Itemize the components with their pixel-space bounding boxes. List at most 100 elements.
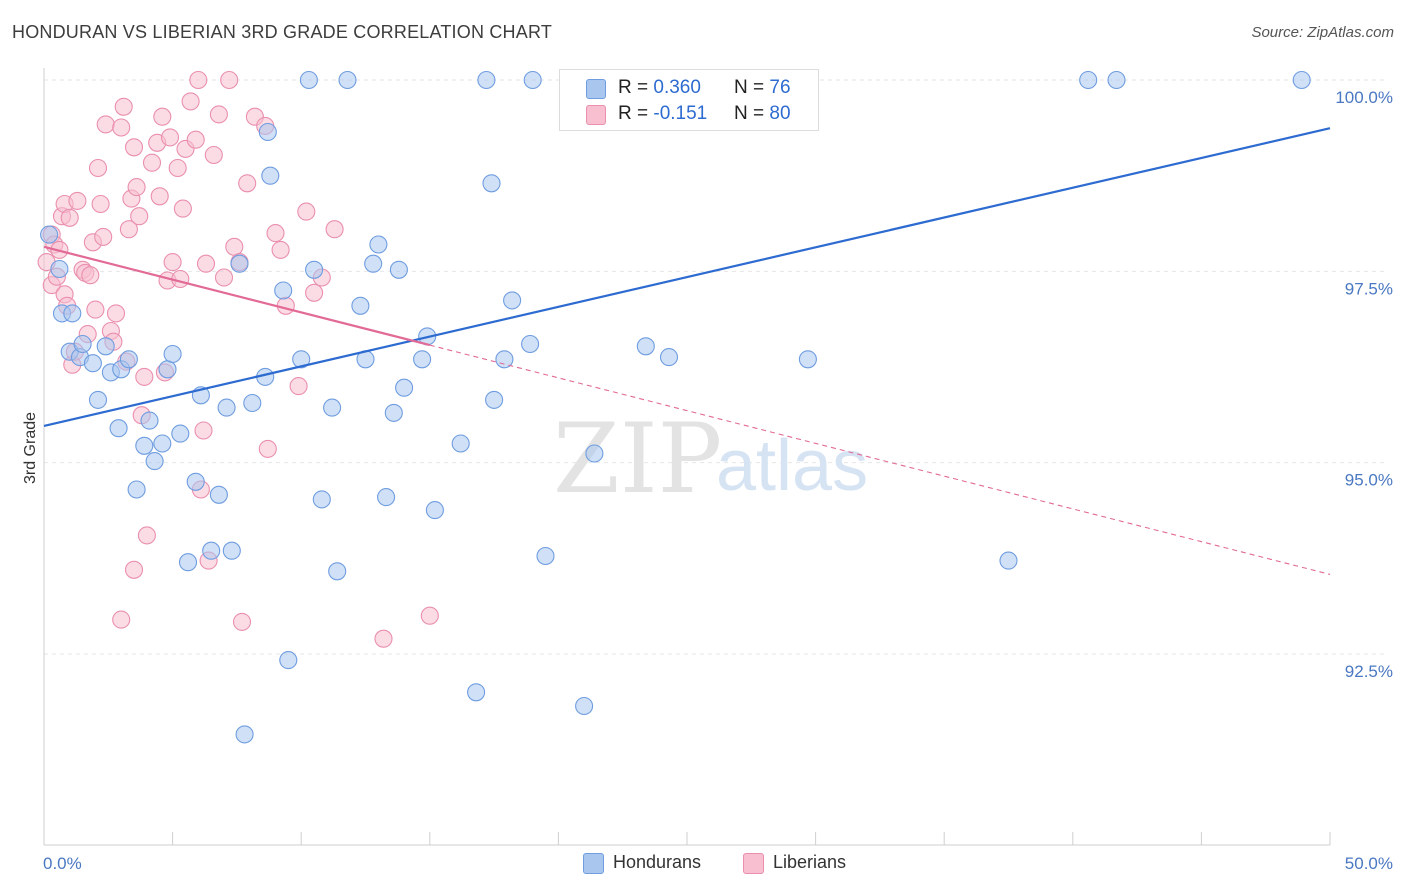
honduran-point — [451, 434, 470, 453]
honduran-point — [482, 174, 501, 193]
honduran-point — [209, 485, 228, 504]
watermark-zip: ZIP — [553, 403, 722, 515]
liberian-point — [135, 367, 154, 386]
honduran-point — [158, 360, 177, 379]
y-tick-label: 95.0% — [1345, 471, 1393, 490]
honduran-point — [202, 541, 221, 560]
honduran-point — [1107, 70, 1126, 90]
liberian-point — [106, 304, 126, 323]
honduran-point — [338, 70, 357, 90]
liberian-point — [225, 237, 244, 256]
honduran-point — [585, 444, 604, 463]
trend-line-liberians — [43, 245, 431, 347]
honduran-point — [109, 419, 128, 438]
y-tick-labels: 100.0% 97.5% 95.0% 92.5% — [1335, 88, 1393, 681]
liberian-point — [163, 253, 182, 272]
honduran-point — [153, 434, 172, 453]
honduran-point — [299, 70, 318, 90]
legend-n-value: 80 — [769, 103, 791, 124]
honduran-point — [389, 260, 408, 279]
honduran-point — [96, 337, 115, 356]
honduran-point — [523, 70, 542, 90]
honduran-point — [413, 350, 432, 369]
liberian-point — [181, 92, 200, 111]
liberian-point — [209, 105, 228, 124]
honduran-point — [503, 291, 522, 310]
liberian-point — [142, 153, 162, 172]
liberian-point — [119, 220, 138, 239]
legend-r-value: 0.360 — [653, 77, 701, 98]
axes — [43, 68, 1331, 846]
stats-legend: R = 0.360 N = 76 R = -0.151 N = 80 — [559, 69, 819, 131]
liberian-point — [258, 439, 277, 458]
chart-title: HONDURAN VS LIBERIAN 3RD GRADE CORRELATI… — [12, 22, 553, 42]
honduran-point — [575, 696, 594, 716]
legend-n-label: N = — [734, 77, 770, 98]
liberian-point — [297, 202, 316, 221]
honduran-point — [88, 390, 108, 409]
honduran-point — [127, 480, 146, 499]
honduran-point — [178, 553, 198, 572]
honduran-point — [40, 225, 59, 244]
honduran-point — [274, 281, 293, 300]
honduran-point — [1292, 70, 1311, 90]
liberian-point — [305, 283, 324, 302]
y-axis-label: 3rd Grade — [22, 412, 39, 484]
honduran-point — [235, 725, 254, 744]
honduran-point — [83, 354, 102, 373]
series-hondurans-points — [40, 70, 1311, 744]
x-tick-label: 50.0% — [1345, 854, 1393, 873]
honduran-point — [999, 551, 1018, 570]
honduran-point — [377, 488, 396, 507]
liberian-point — [238, 174, 257, 193]
liberian-point — [289, 377, 308, 396]
liberian-point — [204, 145, 223, 165]
liberian-point — [91, 194, 110, 214]
honduran-point — [477, 70, 496, 90]
liberian-point — [150, 187, 169, 206]
honduran-point — [636, 337, 655, 356]
legend-label-hondurans: Hondurans — [613, 852, 702, 872]
watermark-atlas: atlas — [716, 426, 868, 506]
liberian-point — [112, 118, 131, 137]
honduran-point — [384, 403, 403, 422]
honduran-point — [1079, 70, 1098, 90]
honduran-point — [63, 304, 82, 323]
liberian-point — [68, 191, 87, 210]
honduran-point — [521, 334, 540, 354]
honduran-point — [73, 334, 92, 354]
watermark: ZIP atlas — [553, 403, 868, 515]
trend-line-hondurans — [43, 127, 1331, 428]
legend-n-value: 76 — [769, 77, 791, 98]
honduran-point — [467, 683, 486, 702]
trend-line-liberians-extrapolated — [429, 344, 1331, 575]
honduran-point — [230, 254, 249, 273]
liberian-point — [160, 128, 180, 147]
honduran-point — [140, 411, 159, 430]
legend-swatch-hondurans — [586, 79, 606, 99]
y-tick-label: 97.5% — [1345, 279, 1393, 298]
liberian-point — [81, 266, 100, 285]
honduran-point — [351, 296, 370, 315]
honduran-point — [328, 562, 347, 581]
liberian-point — [266, 224, 285, 243]
liberian-point — [271, 240, 290, 259]
liberian-point — [189, 70, 208, 90]
liberian-point — [374, 629, 393, 648]
honduran-point — [369, 235, 388, 254]
honduran-point — [485, 390, 504, 409]
honduran-point — [163, 344, 182, 364]
liberian-point — [94, 227, 113, 246]
honduran-point — [50, 259, 69, 279]
legend-r-label: R = — [618, 103, 654, 124]
honduran-point — [312, 490, 331, 509]
liberian-point — [124, 560, 144, 579]
honduran-point — [217, 398, 236, 417]
liberian-point — [137, 526, 156, 545]
legend-swatch-liberians — [743, 853, 764, 874]
honduran-point — [659, 348, 679, 367]
honduran-point — [798, 350, 817, 369]
liberian-point — [114, 97, 133, 116]
liberian-point — [420, 606, 439, 625]
